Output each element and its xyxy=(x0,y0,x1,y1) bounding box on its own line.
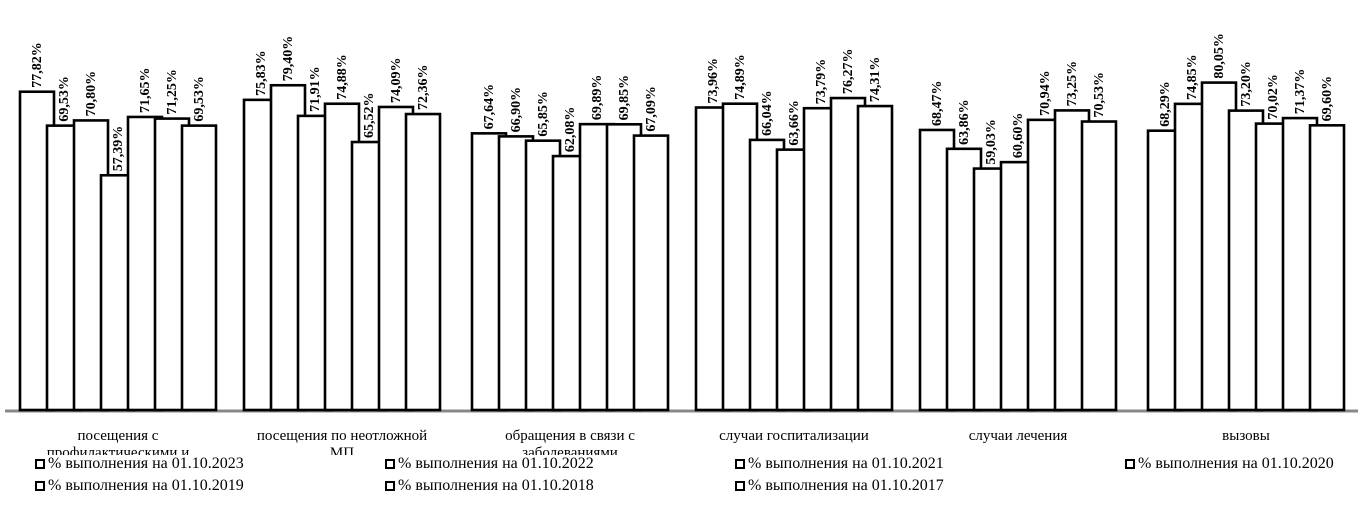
bar xyxy=(1308,124,1346,412)
data-label: 62,08% xyxy=(563,107,578,153)
data-label: 79,40% xyxy=(281,36,296,82)
data-label: 80,05% xyxy=(1212,33,1227,79)
legend-swatch xyxy=(385,481,395,491)
data-label: 65,52% xyxy=(362,93,377,139)
data-label: 69,89% xyxy=(590,75,605,121)
data-label: 70,80% xyxy=(84,71,99,117)
data-label: 71,37% xyxy=(1293,69,1308,115)
legend-item: % выполнения на 01.10.2018 xyxy=(385,477,594,495)
x-tick-label: посещения по неотложной МП xyxy=(257,428,427,455)
bar xyxy=(632,134,670,412)
data-label: 69,53% xyxy=(192,76,207,122)
data-label: 73,96% xyxy=(706,58,721,104)
data-label: 68,29% xyxy=(1158,81,1173,127)
data-label: 73,79% xyxy=(814,59,829,105)
data-label: 75,83% xyxy=(254,50,269,96)
legend-label: % выполнения на 01.10.2023 xyxy=(48,455,244,472)
legend-label: % выполнения на 01.10.2018 xyxy=(398,477,594,494)
x-tick-label: вызовы xyxy=(1222,428,1270,444)
data-label: 63,66% xyxy=(787,100,802,146)
legend-swatch xyxy=(1125,459,1135,469)
legend-label: % выполнения на 01.10.2019 xyxy=(48,477,244,494)
legend-label: % выполнения на 01.10.2020 xyxy=(1138,455,1334,472)
data-label: 69,85% xyxy=(617,75,632,121)
data-label: 68,47% xyxy=(930,80,945,126)
legend-label: % выполнения на 01.10.2022 xyxy=(398,455,594,472)
data-label: 66,90% xyxy=(509,87,524,133)
data-label: 77,82% xyxy=(30,42,45,88)
legend-item: % выполнения на 01.10.2023 xyxy=(35,455,244,473)
data-label: 60,60% xyxy=(1011,113,1026,159)
data-label: 66,04% xyxy=(760,90,775,136)
x-tick-label: случаи лечения xyxy=(969,428,1068,444)
legend-swatch xyxy=(735,481,745,491)
data-label: 65,85% xyxy=(536,91,551,137)
bar xyxy=(180,124,218,412)
data-label: 73,20% xyxy=(1239,61,1254,107)
x-tick-label: случаи госпитализации xyxy=(719,428,869,444)
data-label: 74,09% xyxy=(389,57,404,103)
data-label: 71,25% xyxy=(165,69,180,115)
legend-item: % выполнения на 01.10.2017 xyxy=(735,477,944,495)
legend-swatch xyxy=(385,459,395,469)
data-label: 69,60% xyxy=(1320,76,1335,122)
legend-item: % выполнения на 01.10.2019 xyxy=(35,477,244,495)
legend-item: % выполнения на 01.10.2021 xyxy=(735,455,944,473)
bar xyxy=(404,112,442,412)
bar xyxy=(856,104,894,412)
data-label: 72,36% xyxy=(416,65,431,111)
legend-item: % выполнения на 01.10.2020 xyxy=(1125,455,1334,473)
x-tick-label: обращения в связи с заболеваниями xyxy=(505,428,635,455)
data-label: 59,03% xyxy=(984,119,999,165)
legend-label: % выполнения на 01.10.2017 xyxy=(748,477,944,494)
data-label: 74,85% xyxy=(1185,54,1200,100)
legend-label: % выполнения на 01.10.2021 xyxy=(748,455,944,472)
legend-item: % выполнения на 01.10.2022 xyxy=(385,455,594,473)
legend-swatch xyxy=(735,459,745,469)
legend-swatch xyxy=(35,459,45,469)
data-label: 74,88% xyxy=(335,54,350,100)
data-label: 67,64% xyxy=(482,84,497,130)
data-label: 76,27% xyxy=(841,49,856,95)
data-label: 70,02% xyxy=(1266,74,1281,120)
data-label: 73,25% xyxy=(1065,61,1080,107)
data-label: 63,86% xyxy=(957,99,972,145)
chart-canvas: 77,82% 69,53% 70,80% 57,39% 71,65% 71,25% 69,5… xyxy=(5,33,1358,478)
legend-swatch xyxy=(35,481,45,491)
data-label: 74,31% xyxy=(868,57,883,103)
data-label: 71,65% xyxy=(138,67,153,113)
data-label: 71,91% xyxy=(308,66,323,112)
bar xyxy=(1080,120,1118,412)
data-label: 74,89% xyxy=(733,54,748,100)
data-label: 70,53% xyxy=(1092,72,1107,118)
data-label: 69,53% xyxy=(57,76,72,122)
data-label: 57,39% xyxy=(111,126,126,172)
data-label: 70,94% xyxy=(1038,70,1053,116)
data-label: 67,09% xyxy=(644,86,659,132)
chart-legend: % выполнения на 01.10.2023 % выполнения н… xyxy=(0,455,1364,525)
